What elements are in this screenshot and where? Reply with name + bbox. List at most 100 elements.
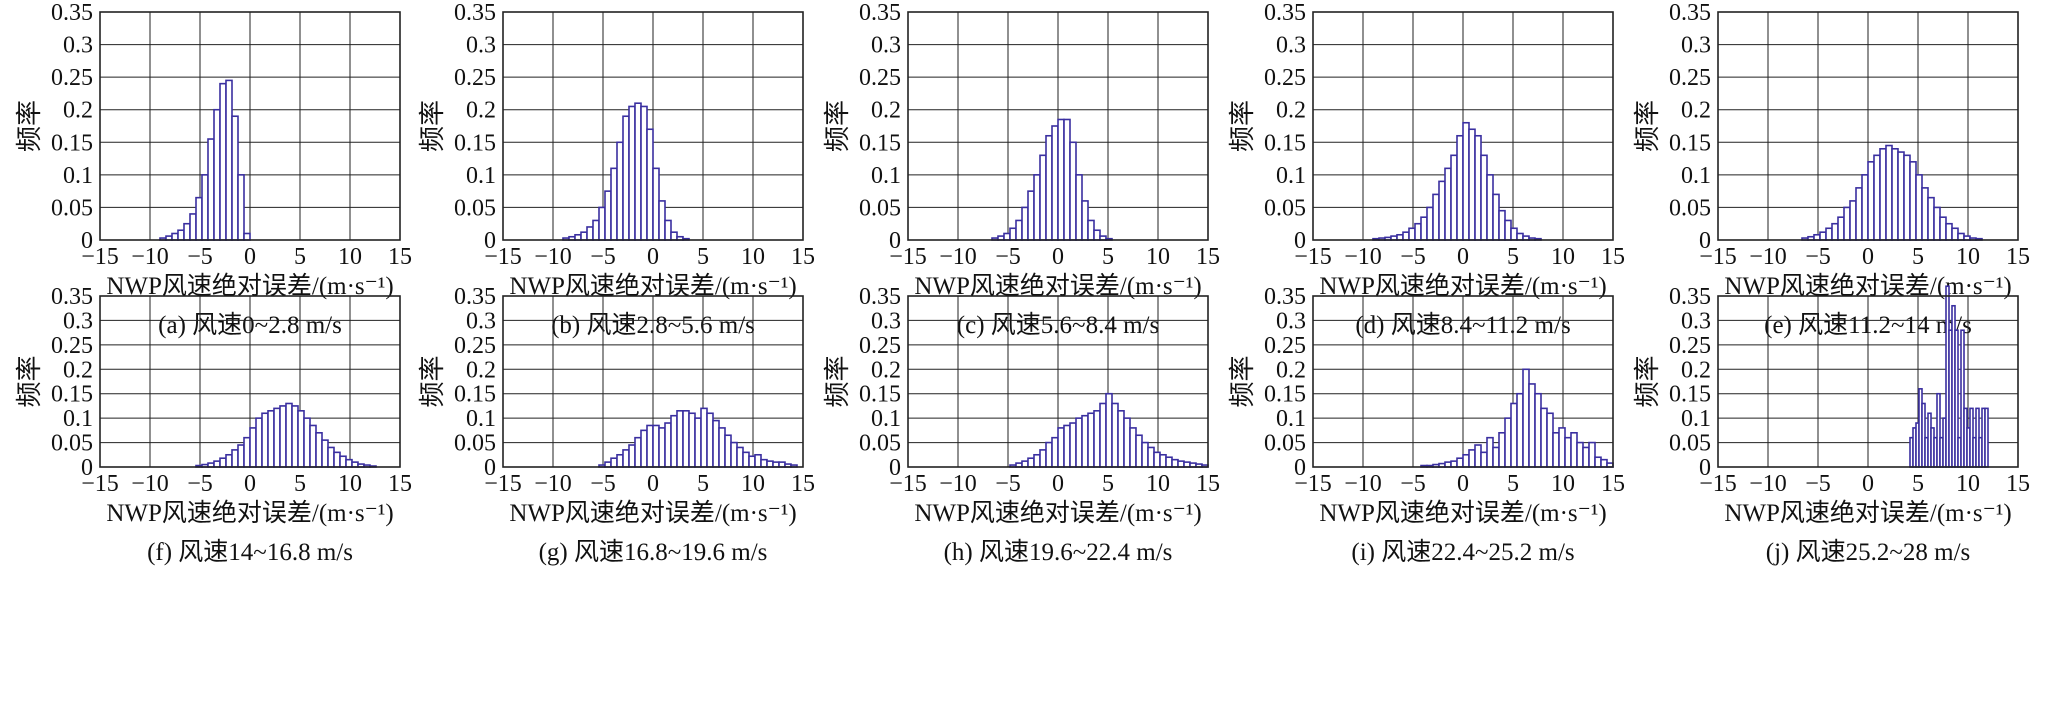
histogram-bar: [1141, 441, 1149, 468]
x-tick-label: 5: [294, 244, 306, 270]
histogram-bar: [652, 424, 660, 468]
x-tick-label: 10: [741, 471, 765, 497]
histogram-bar: [1600, 458, 1608, 468]
histogram-bar: [1123, 417, 1131, 468]
histogram-bar: [1057, 427, 1065, 468]
histogram-bar: [616, 453, 624, 468]
histogram-bar: [273, 407, 281, 468]
histogram-bar: [237, 444, 245, 468]
y-tick-label: 0.35: [1264, 284, 1306, 310]
histogram-bar: [1564, 436, 1572, 468]
x-tick-label: −15: [1699, 471, 1737, 497]
histogram-bar: [1165, 456, 1173, 468]
histogram-bar: [219, 82, 227, 241]
y-axis-label: 频率: [15, 100, 44, 152]
histogram-bar: [1456, 134, 1464, 241]
histogram-bar: [1897, 151, 1905, 241]
x-tick-label: 5: [697, 244, 709, 270]
histogram-bar: [1408, 227, 1416, 241]
histogram-bar: [1837, 216, 1845, 241]
subplot-i: 00.050.10.150.20.250.30.35−15 −10 −5 0 5 10 15…: [1228, 284, 1625, 566]
y-tick-label: 0.2: [1276, 357, 1306, 383]
y-tick-label: 0.15: [1264, 382, 1306, 408]
histogram-bar: [1516, 392, 1524, 468]
histogram-bar: [1861, 174, 1869, 241]
y-tick-label: 0.05: [1264, 195, 1306, 221]
plot-frame: [1717, 11, 2019, 241]
histogram-bar: [676, 410, 684, 468]
x-tick-label: 0: [1862, 244, 1874, 270]
histogram-bar: [1528, 383, 1536, 468]
histogram-bar: [1081, 414, 1089, 468]
y-tick-label: 0.25: [1669, 333, 1711, 359]
histogram-bar: [237, 174, 245, 241]
x-tick-label: 5: [697, 471, 709, 497]
x-tick-label: 15: [791, 244, 815, 270]
histogram-bar: [1504, 417, 1512, 468]
histogram-bar: [646, 128, 654, 241]
histogram-bar: [1516, 232, 1524, 241]
histogram-bar: [712, 419, 720, 468]
histogram-bar: [664, 422, 672, 468]
y-tick-label: 0.15: [51, 130, 93, 156]
y-axis-label: 频率: [1228, 100, 1257, 152]
histogram-bar: [189, 213, 197, 241]
subplot-g: 00.050.10.150.20.250.30.35−15 −10 −5 0 5 10 15…: [418, 284, 815, 566]
histogram-bar: [1915, 174, 1923, 241]
subplot-a: 00.050.10.150.20.250.30.35−15 −10 −5 0 5 10 15…: [15, 0, 412, 339]
subplot-j: 00.050.10.150.20.250.30.35−15 −10 −5 0 5 10 15…: [1633, 284, 2030, 566]
histogram-bar: [736, 446, 744, 468]
y-tick-label: 0: [484, 228, 496, 254]
histogram-bar: [1063, 424, 1071, 468]
histogram-bar: [1111, 402, 1119, 468]
x-axis-label: NWP风速绝对误差/(m·s⁻¹): [106, 499, 393, 527]
y-tick-label: 0.3: [871, 308, 901, 334]
histogram-bar: [1570, 431, 1578, 468]
y-tick-label: 0.05: [1669, 431, 1711, 457]
histogram-bar: [586, 226, 594, 241]
histogram-bar: [339, 455, 347, 468]
histogram-bar: [592, 219, 600, 241]
x-tick-label: 15: [791, 471, 815, 497]
y-tick-label: 0.15: [454, 382, 496, 408]
histogram-bar: [766, 460, 774, 468]
y-tick-label: 0.15: [1669, 130, 1711, 156]
plot-frame: [1717, 295, 2019, 468]
histogram-bar: [1135, 434, 1143, 468]
histogram-bar: [1474, 134, 1482, 241]
histogram-bar: [604, 190, 612, 241]
histogram-bar: [1438, 180, 1446, 241]
y-tick-label: 0: [889, 228, 901, 254]
y-tick-label: 0: [1699, 228, 1711, 254]
histogram-bar: [760, 458, 768, 468]
histogram-bar: [718, 427, 726, 468]
histogram-bar: [616, 141, 624, 241]
x-tick-label: 15: [388, 244, 412, 270]
plot-frame: [1312, 295, 1614, 468]
histogram-bar: [1921, 187, 1929, 241]
y-tick-label: 0.2: [871, 98, 901, 124]
histogram-bar: [610, 457, 618, 468]
histogram-bar: [1945, 222, 1953, 241]
subplot-caption: (h) 风速19.6~22.4 m/s: [944, 538, 1173, 566]
histogram-bar: [706, 412, 714, 468]
histogram-bar: [1540, 407, 1548, 468]
histogram-bar: [634, 102, 642, 241]
y-axis-label: 频率: [1633, 100, 1662, 152]
histogram-bar: [724, 434, 732, 468]
histogram-bar: [1420, 216, 1428, 241]
histogram-bar: [730, 441, 738, 468]
y-tick-label: 0.05: [1264, 431, 1306, 457]
x-tick-label: −15: [1294, 244, 1332, 270]
y-axis-label: 频率: [823, 355, 852, 407]
histogram-bar: [1444, 167, 1452, 241]
y-tick-label: 0.2: [1276, 98, 1306, 124]
x-tick-label: 0: [647, 471, 659, 497]
histogram-bar: [1033, 453, 1041, 468]
x-tick-label: −5: [995, 471, 1021, 497]
y-tick-label: 0.25: [859, 333, 901, 359]
y-tick-label: 0.15: [1669, 382, 1711, 408]
y-tick-label: 0.2: [466, 357, 496, 383]
histogram-bar: [1456, 457, 1464, 468]
y-tick-label: 0.2: [63, 357, 93, 383]
